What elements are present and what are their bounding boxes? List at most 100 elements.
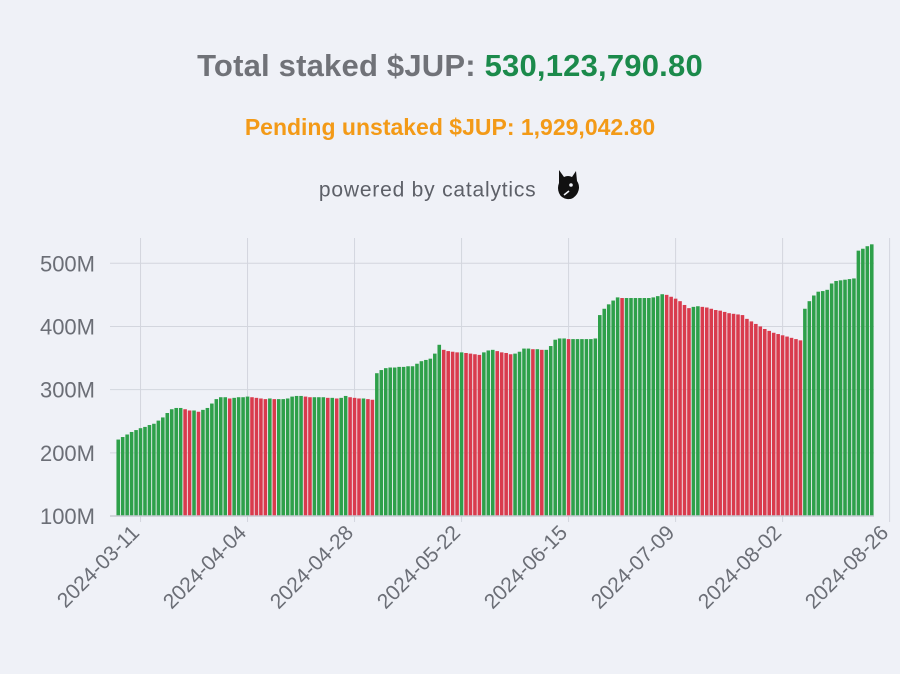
bar[interactable] — [598, 315, 602, 516]
bar[interactable] — [825, 289, 829, 516]
bar[interactable] — [370, 399, 375, 516]
bar[interactable] — [361, 398, 366, 516]
bar[interactable] — [771, 332, 776, 516]
bar[interactable] — [294, 395, 299, 516]
bar[interactable] — [201, 409, 205, 516]
bar[interactable] — [843, 279, 847, 516]
bar[interactable] — [807, 301, 812, 516]
bar[interactable] — [308, 397, 312, 516]
bar[interactable] — [357, 398, 361, 516]
bar[interactable] — [589, 339, 593, 516]
bar[interactable] — [745, 318, 749, 516]
bar[interactable] — [553, 339, 557, 516]
bar[interactable] — [638, 298, 642, 516]
bar[interactable] — [865, 246, 870, 516]
bar[interactable] — [401, 366, 406, 516]
bar[interactable] — [174, 407, 178, 516]
bar[interactable] — [455, 352, 459, 516]
bar[interactable] — [366, 399, 370, 516]
bar[interactable] — [392, 367, 397, 516]
bar[interactable] — [334, 398, 339, 516]
bar[interactable] — [415, 363, 419, 516]
bar[interactable] — [383, 368, 388, 516]
bar[interactable] — [495, 351, 500, 516]
bar[interactable] — [187, 410, 192, 516]
bar[interactable] — [236, 397, 241, 516]
bar[interactable] — [281, 399, 285, 516]
bar[interactable] — [210, 403, 214, 516]
bar[interactable] — [789, 337, 794, 516]
bar[interactable] — [143, 426, 147, 516]
bar[interactable] — [655, 296, 660, 516]
bar[interactable] — [473, 354, 477, 516]
bar[interactable] — [531, 349, 535, 516]
bar[interactable] — [829, 283, 834, 516]
bar[interactable] — [468, 353, 473, 516]
bar[interactable] — [406, 366, 410, 516]
bar[interactable] — [410, 366, 415, 516]
bar[interactable] — [339, 397, 343, 516]
bar[interactable] — [776, 334, 780, 516]
bar[interactable] — [557, 338, 562, 516]
bar[interactable] — [722, 311, 727, 516]
bar[interactable] — [682, 304, 687, 516]
bar[interactable] — [486, 350, 491, 516]
bar[interactable] — [152, 423, 156, 516]
bar[interactable] — [232, 397, 236, 516]
bar[interactable] — [602, 308, 607, 516]
bar[interactable] — [165, 413, 170, 516]
bar[interactable] — [192, 410, 196, 516]
bar[interactable] — [709, 308, 714, 516]
bar[interactable] — [259, 398, 263, 516]
bar[interactable] — [856, 250, 861, 516]
bar[interactable] — [580, 339, 584, 516]
bar[interactable] — [375, 373, 379, 516]
bar[interactable] — [317, 397, 321, 516]
bar[interactable] — [713, 310, 718, 516]
bar[interactable] — [459, 352, 464, 516]
bar[interactable] — [513, 353, 517, 516]
bar[interactable] — [134, 430, 138, 516]
bar[interactable] — [669, 296, 673, 516]
bar[interactable] — [664, 294, 669, 516]
bar[interactable] — [869, 244, 874, 516]
bar[interactable] — [263, 399, 268, 516]
bar[interactable] — [566, 339, 571, 516]
bar[interactable] — [227, 398, 232, 516]
bar[interactable] — [290, 396, 294, 516]
bar[interactable] — [624, 298, 629, 516]
bar[interactable] — [379, 370, 384, 516]
bar[interactable] — [780, 335, 785, 516]
bar[interactable] — [397, 366, 401, 516]
bar[interactable] — [214, 399, 219, 516]
bar[interactable] — [816, 291, 821, 516]
bar[interactable] — [241, 397, 245, 516]
bar[interactable] — [754, 323, 758, 516]
bar[interactable] — [544, 349, 549, 516]
bar[interactable] — [651, 297, 656, 516]
bar[interactable] — [812, 295, 816, 517]
bar[interactable] — [348, 397, 352, 516]
bar[interactable] — [161, 417, 165, 516]
bar[interactable] — [156, 420, 161, 516]
bar[interactable] — [138, 428, 143, 516]
bar[interactable] — [508, 354, 513, 516]
bar[interactable] — [584, 339, 589, 516]
bar[interactable] — [441, 349, 446, 516]
bar[interactable] — [178, 407, 183, 516]
bar[interactable] — [593, 338, 598, 516]
bar[interactable] — [647, 298, 651, 516]
bar[interactable] — [767, 330, 771, 516]
bar[interactable] — [633, 298, 638, 516]
bar[interactable] — [147, 425, 152, 516]
bar[interactable] — [245, 396, 250, 516]
bar[interactable] — [794, 339, 798, 516]
bar[interactable] — [276, 399, 281, 516]
bar[interactable] — [548, 346, 553, 516]
bar[interactable] — [129, 431, 134, 516]
bar[interactable] — [820, 291, 825, 516]
bar[interactable] — [419, 361, 424, 516]
bar[interactable] — [847, 279, 852, 516]
bar[interactable] — [299, 395, 303, 516]
bar[interactable] — [464, 352, 468, 516]
